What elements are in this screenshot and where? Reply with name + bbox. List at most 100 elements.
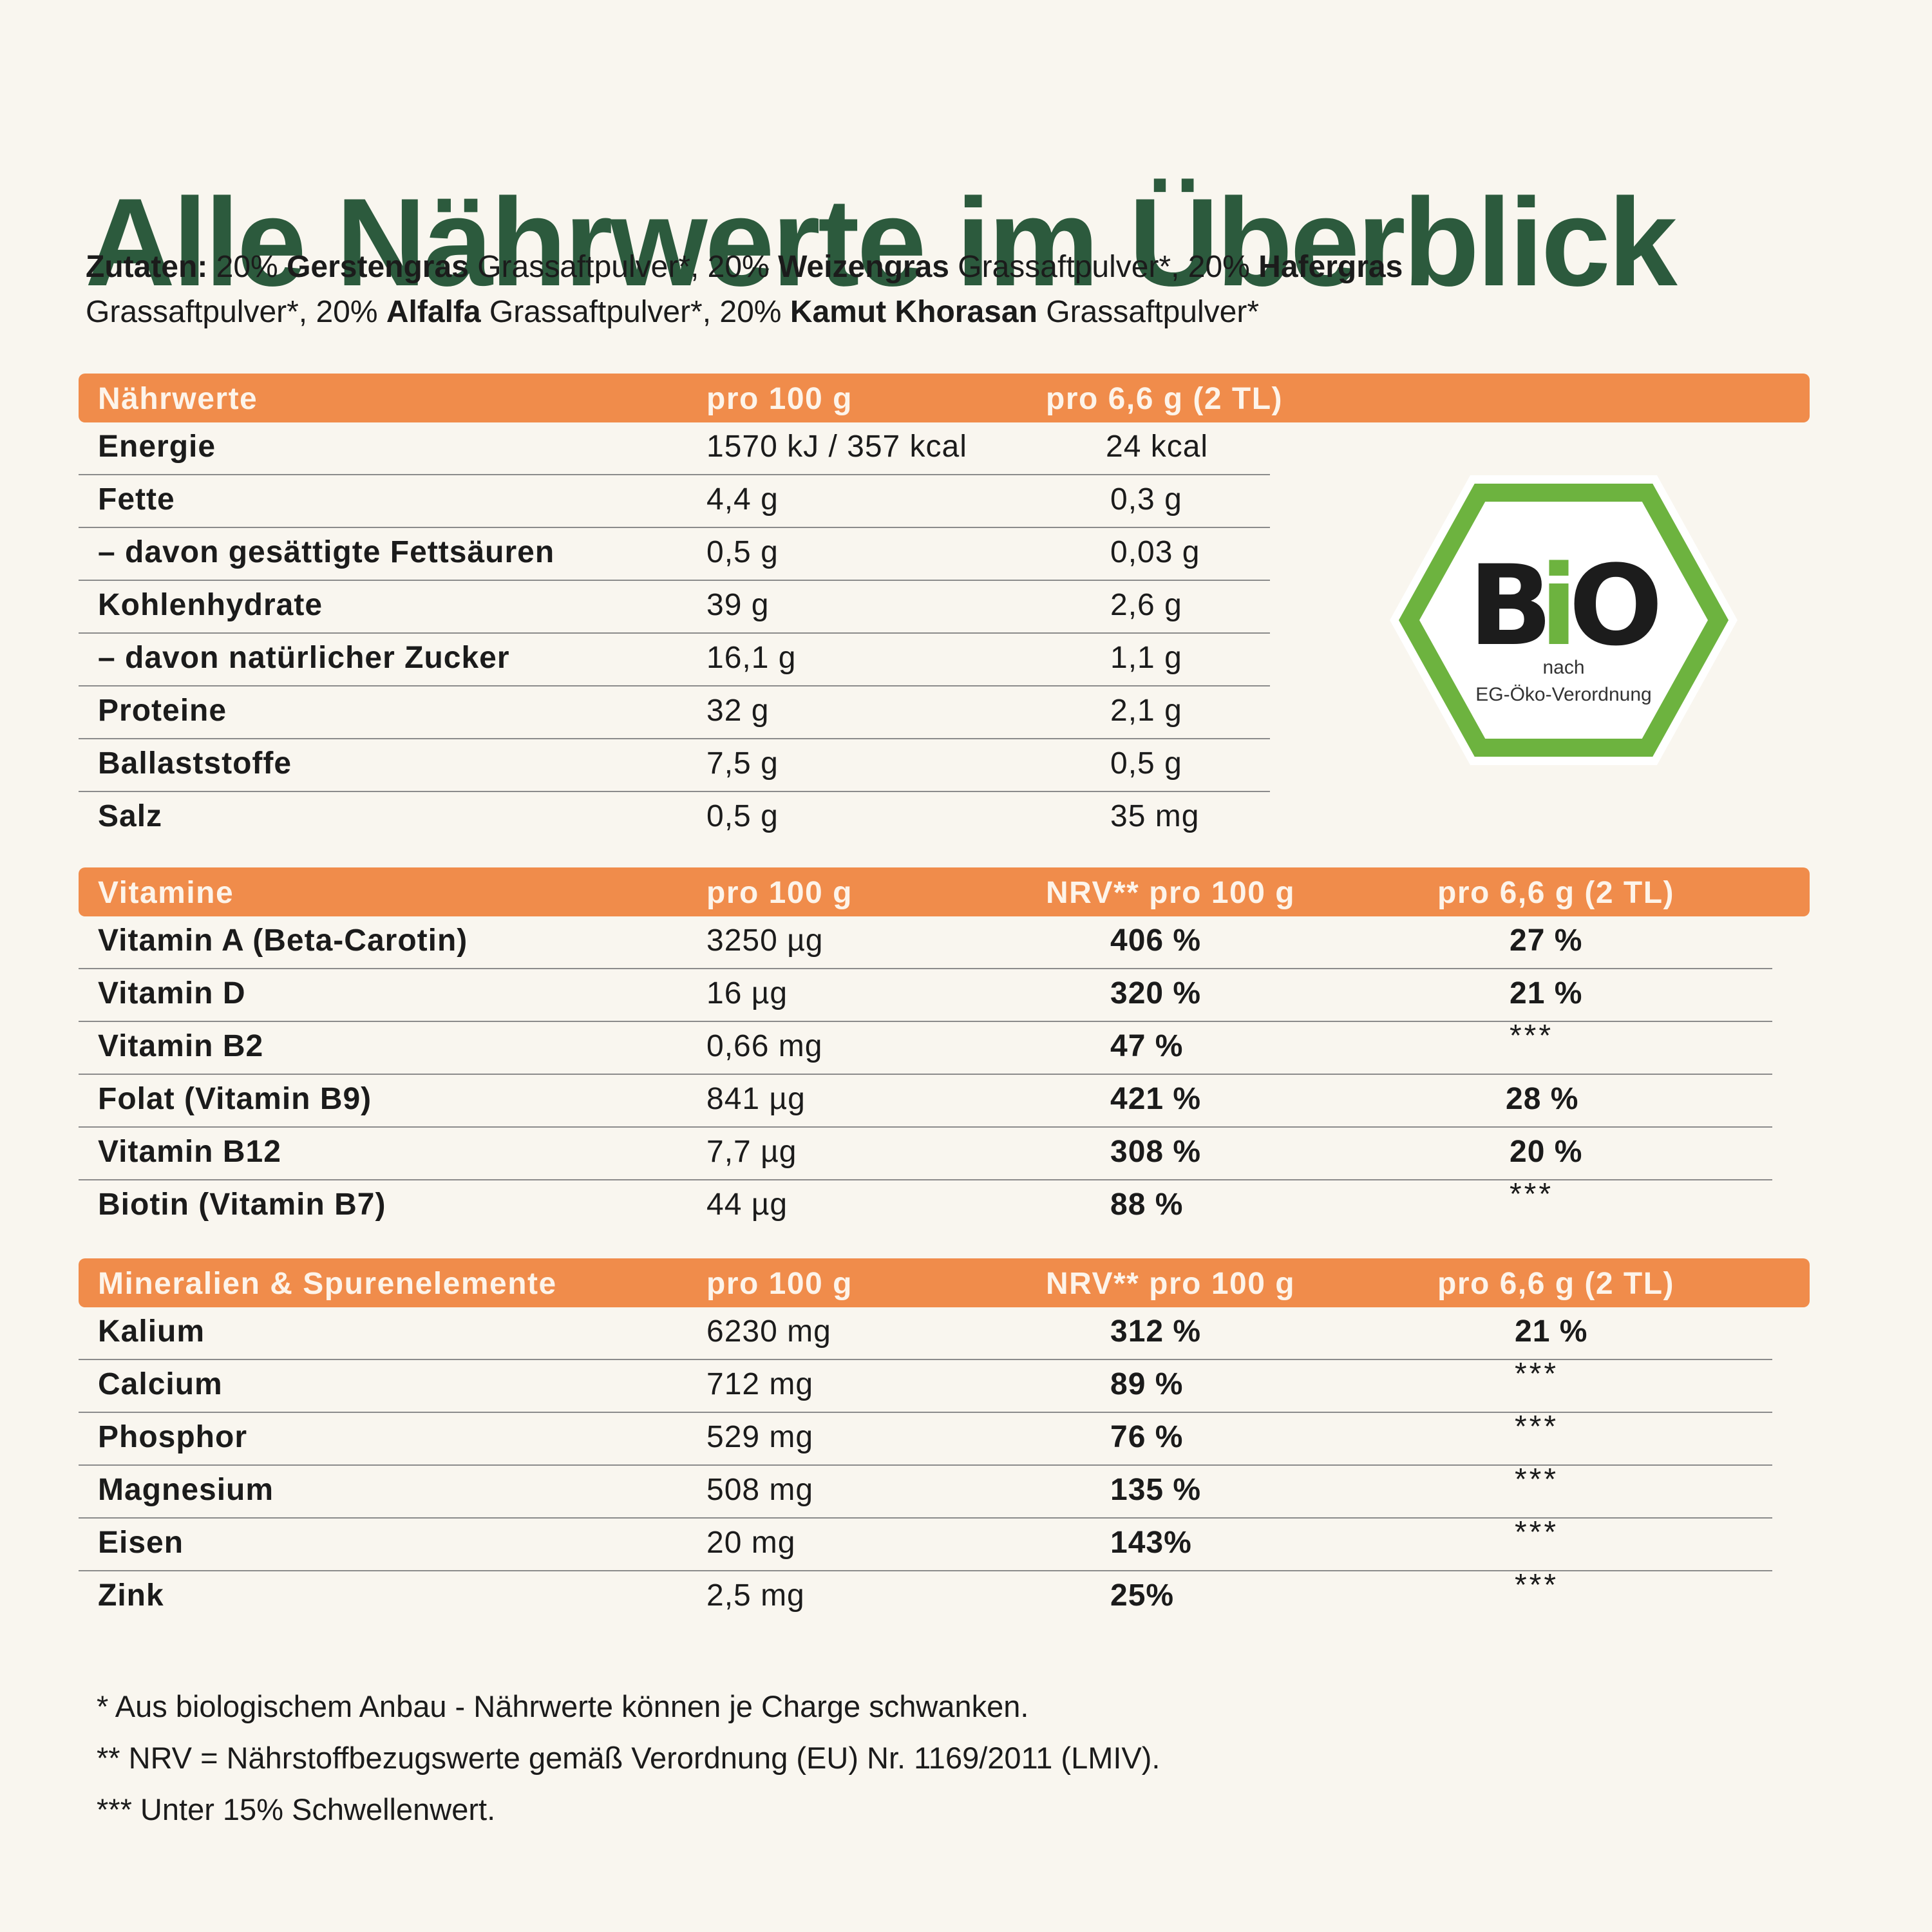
portion-cell: *** — [1510, 1019, 1554, 1053]
table-row: – davon natürlicher Zucker 16,1 g 1,1 g — [79, 634, 1270, 687]
portion-cell: *** — [1515, 1463, 1559, 1497]
row-label: Vitamin D — [98, 976, 246, 1010]
ingredient-pre: 20% — [207, 250, 287, 284]
value-cell: 4,4 g — [706, 482, 779, 516]
table-row: Kohlenhydrate 39 g 2,6 g — [79, 581, 1270, 634]
value-cell: 841 µg — [706, 1082, 806, 1116]
row-label: Phosphor — [98, 1420, 247, 1454]
seal-letter-i: i — [1540, 541, 1578, 670]
table-row: Kalium 6230 mg 312 % 21 % — [79, 1307, 1772, 1360]
ingredient-name: Kamut Khorasan — [790, 295, 1037, 329]
table-row: – davon gesättigte Fettsäuren 0,5 g 0,03… — [79, 528, 1270, 581]
row-label: Folat (Vitamin B9) — [98, 1082, 372, 1116]
row-label: Salz — [98, 799, 163, 833]
portion-cell: 21 % — [1510, 976, 1583, 1010]
nutrition-header: Nährwerte pro 100 g pro 6,6 g (2 TL) — [79, 374, 1810, 422]
value-cell: 0,66 mg — [706, 1029, 823, 1063]
header-cell: Mineralien & Spurenelemente — [98, 1267, 557, 1301]
table-row: Zink 2,5 mg 25% *** — [79, 1568, 1772, 1623]
header-cell: pro 100 g — [706, 1267, 853, 1301]
row-label: Kohlenhydrate — [98, 588, 323, 622]
value-cell: 7,5 g — [706, 746, 779, 781]
row-label: Eisen — [98, 1526, 184, 1560]
nrv-cell: 320 % — [1110, 976, 1202, 1010]
row-label: Energie — [98, 430, 216, 464]
row-label: Ballaststoffe — [98, 746, 292, 781]
nutrition-table: Nährwerte pro 100 g pro 6,6 g (2 TL) Ene… — [79, 374, 1810, 844]
value-cell: 1,1 g — [1110, 641, 1182, 675]
nrv-cell: 76 % — [1110, 1420, 1184, 1454]
nrv-cell: 308 % — [1110, 1135, 1202, 1169]
ingredient-pre: 20% — [1179, 250, 1259, 284]
row-label: – davon gesättigte Fettsäuren — [98, 535, 555, 569]
ingredient-post: Grassaftpulver*, — [86, 295, 308, 329]
row-label: Kalium — [98, 1314, 205, 1349]
portion-cell: 20 % — [1510, 1135, 1583, 1169]
bio-seal-logo: B i O nach EG-Öko-Verordnung — [1390, 475, 1738, 765]
value-cell: 24 kcal — [1106, 430, 1209, 464]
row-label: Vitamin B2 — [98, 1029, 264, 1063]
value-cell: 1570 kJ / 357 kcal — [706, 430, 967, 464]
vitamins-header: Vitamine pro 100 g NRV** pro 100 g pro 6… — [79, 867, 1810, 916]
ingredient-name: Alfalfa — [386, 295, 481, 329]
footnote: *** Unter 15% Schwellenwert. — [97, 1792, 496, 1826]
ingredient-post: Grassaftpulver*, — [468, 250, 699, 284]
row-label: Zink — [98, 1578, 164, 1613]
ingredient-post: Grassaftpulver*, — [480, 295, 712, 329]
nrv-cell: 143% — [1110, 1526, 1192, 1560]
table-row: Magnesium 508 mg 135 % *** — [79, 1463, 1772, 1519]
footnote: ** NRV = Nährstoffbezugswerte gemäß Vero… — [97, 1741, 1160, 1775]
seal-hexagon — [1398, 484, 1729, 757]
row-label: Biotin (Vitamin B7) — [98, 1188, 386, 1222]
value-cell: 0,5 g — [706, 799, 779, 833]
header-cell: pro 100 g — [706, 876, 853, 910]
ingredient-pre: 20% — [711, 295, 790, 329]
portion-cell: *** — [1510, 1177, 1554, 1211]
value-cell: 3250 µg — [706, 923, 824, 958]
page-title: Alle Nährwerte im Überblick — [85, 172, 1678, 312]
table-row: Ballaststoffe 7,5 g 0,5 g — [79, 739, 1270, 792]
value-cell: 44 µg — [706, 1188, 788, 1222]
table-row: Vitamin A (Beta-Carotin) 3250 µg 406 % 2… — [79, 916, 1772, 969]
row-label: Vitamin A (Beta-Carotin) — [98, 923, 468, 958]
row-label: Vitamin B12 — [98, 1135, 281, 1169]
header-cell: NRV** pro 100 g — [1046, 876, 1296, 910]
table-row: Calcium 712 mg 89 % *** — [79, 1357, 1772, 1413]
seal-letter-b: B — [1468, 541, 1553, 670]
value-cell: 508 mg — [706, 1473, 814, 1507]
ingredient-name: Gerstengras — [287, 250, 469, 284]
footnote: * Aus biologischem Anbau - Nährwerte kön… — [97, 1689, 1029, 1723]
header-cell: pro 100 g — [706, 382, 853, 416]
seal-line-1: nach — [1542, 657, 1584, 678]
ingredient-post: Grassaftpulver*, — [949, 250, 1180, 284]
minerals-table: Mineralien & Spurenelemente pro 100 g NR… — [79, 1258, 1810, 1623]
ingredient-pre: 20% — [699, 250, 779, 284]
value-cell: 0,5 g — [706, 535, 779, 569]
nrv-cell: 47 % — [1110, 1029, 1184, 1063]
portion-cell: 27 % — [1510, 923, 1583, 958]
row-label: – davon natürlicher Zucker — [98, 641, 510, 675]
ingredient-name: Hafergras — [1258, 250, 1403, 284]
value-cell: 6230 mg — [706, 1314, 831, 1349]
nrv-cell: 89 % — [1110, 1367, 1184, 1401]
portion-cell: *** — [1515, 1568, 1559, 1602]
table-row: Eisen 20 mg 143% *** — [79, 1515, 1772, 1571]
nrv-cell: 25% — [1110, 1578, 1175, 1613]
vitamins-table: Vitamine pro 100 g NRV** pro 100 g pro 6… — [79, 867, 1810, 1232]
portion-cell: *** — [1515, 1357, 1559, 1391]
portion-cell: *** — [1515, 1515, 1559, 1549]
ingredients-text: Zutaten: 20% Gerstengras Grassaftpulver*… — [86, 245, 1773, 335]
table-row: Vitamin B12 7,7 µg 308 % 20 % — [79, 1128, 1772, 1180]
table-row: Proteine 32 g 2,1 g — [79, 687, 1270, 739]
header-cell: NRV** pro 100 g — [1046, 1267, 1296, 1301]
header-cell: pro 6,6 g (2 TL) — [1437, 876, 1675, 910]
ingredient-name: Weizengras — [778, 250, 949, 284]
minerals-header: Mineralien & Spurenelemente pro 100 g NR… — [79, 1258, 1810, 1307]
header-cell: Vitamine — [98, 876, 234, 910]
value-cell: 16,1 g — [706, 641, 797, 675]
header-cell: Nährwerte — [98, 382, 258, 416]
row-label: Fette — [98, 482, 175, 516]
row-label: Magnesium — [98, 1473, 274, 1507]
value-cell: 20 mg — [706, 1526, 796, 1560]
portion-cell: *** — [1515, 1410, 1559, 1444]
